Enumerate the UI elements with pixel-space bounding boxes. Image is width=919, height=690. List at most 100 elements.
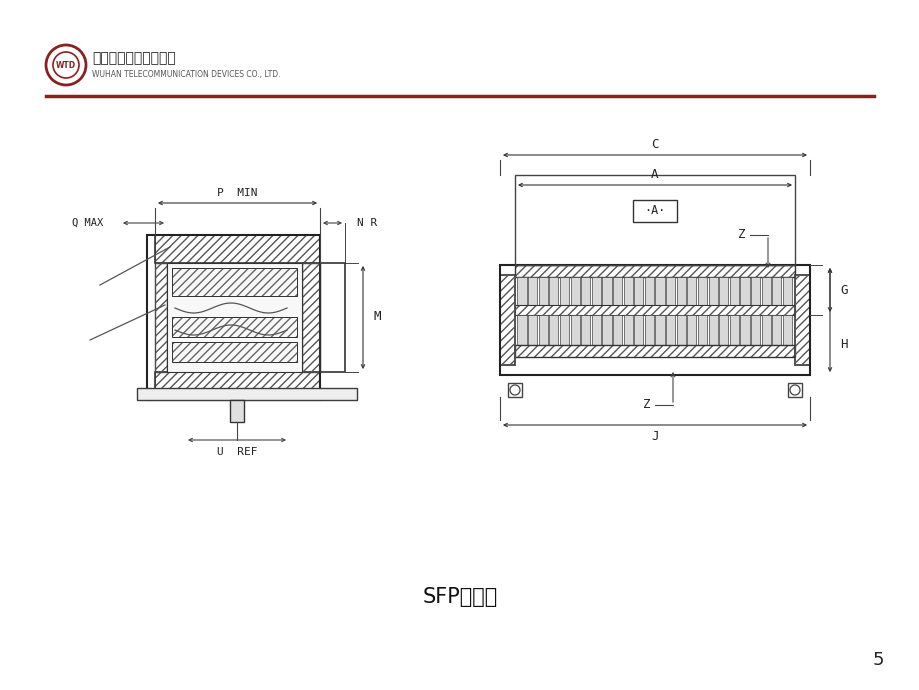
Bar <box>516 315 526 345</box>
Text: Z: Z <box>642 399 650 411</box>
Bar <box>729 315 738 345</box>
Bar <box>771 277 780 305</box>
Bar <box>507 383 521 397</box>
Bar <box>665 277 675 305</box>
Bar <box>794 275 809 365</box>
Bar <box>633 277 642 305</box>
Bar <box>708 315 717 345</box>
Bar <box>137 388 357 400</box>
Bar <box>154 235 320 263</box>
Bar <box>154 263 167 372</box>
Bar <box>612 277 621 305</box>
Bar <box>591 315 600 345</box>
Bar <box>602 277 611 305</box>
Bar <box>154 372 320 400</box>
Bar <box>137 388 357 400</box>
Bar <box>644 315 653 345</box>
Bar <box>612 315 621 345</box>
Bar <box>320 263 345 372</box>
Bar <box>515 265 794 277</box>
Bar <box>172 317 297 337</box>
Bar <box>147 235 320 400</box>
Text: Q MAX: Q MAX <box>72 218 103 228</box>
Text: C: C <box>651 139 658 152</box>
Bar <box>719 315 728 345</box>
Bar <box>623 277 632 305</box>
Text: N R: N R <box>357 218 377 228</box>
Text: A: A <box>651 168 658 181</box>
Bar <box>686 277 696 305</box>
Text: J: J <box>651 431 658 444</box>
Bar <box>515 305 794 315</box>
Bar <box>761 277 770 305</box>
Bar <box>230 400 244 422</box>
Bar <box>633 315 642 345</box>
Bar <box>515 265 794 277</box>
Bar <box>782 315 791 345</box>
Bar <box>499 275 515 365</box>
Bar <box>708 277 717 305</box>
Bar <box>740 315 749 345</box>
Text: Z: Z <box>737 228 745 242</box>
Bar <box>740 277 749 305</box>
Bar <box>154 235 320 263</box>
Bar <box>761 315 770 345</box>
Bar <box>750 277 759 305</box>
Text: ·A·: ·A· <box>643 204 665 217</box>
Text: SFP连接器: SFP连接器 <box>422 587 497 607</box>
Bar <box>644 277 653 305</box>
Bar <box>665 315 675 345</box>
Bar <box>591 277 600 305</box>
Bar <box>549 315 558 345</box>
Bar <box>698 277 707 305</box>
Bar <box>560 277 569 305</box>
Bar <box>154 372 320 400</box>
Bar <box>602 315 611 345</box>
Bar <box>172 342 297 362</box>
Bar <box>516 277 526 305</box>
Bar <box>499 275 515 365</box>
Bar <box>632 200 676 222</box>
Bar <box>154 263 167 372</box>
Bar <box>528 277 537 305</box>
Bar <box>719 277 728 305</box>
Bar <box>539 277 547 305</box>
Bar <box>499 265 809 375</box>
Text: U  REF: U REF <box>217 447 257 457</box>
Bar <box>676 315 685 345</box>
Bar <box>782 277 791 305</box>
Bar <box>560 315 569 345</box>
Text: 武汉电信器件有限公司: 武汉电信器件有限公司 <box>92 51 176 65</box>
Bar <box>539 315 547 345</box>
Bar <box>750 315 759 345</box>
Bar <box>515 305 794 315</box>
Text: P  MIN: P MIN <box>217 188 257 198</box>
Text: H: H <box>839 339 846 351</box>
Text: WUHAN TELECOMMUNICATION DEVICES CO., LTD.: WUHAN TELECOMMUNICATION DEVICES CO., LTD… <box>92 70 280 79</box>
Text: WTD: WTD <box>56 61 76 70</box>
Bar <box>570 277 579 305</box>
Bar <box>794 275 809 365</box>
Bar <box>172 268 297 296</box>
Bar <box>570 315 579 345</box>
Bar <box>676 277 685 305</box>
Bar <box>301 263 320 372</box>
Bar <box>729 277 738 305</box>
Bar <box>172 317 297 337</box>
Bar <box>515 175 794 265</box>
Text: G: G <box>839 284 846 297</box>
Bar <box>172 268 297 296</box>
Bar <box>301 263 320 372</box>
Text: M: M <box>373 310 380 324</box>
Bar <box>515 345 794 357</box>
Bar <box>167 263 301 372</box>
Text: 5: 5 <box>871 651 883 669</box>
Bar <box>654 315 664 345</box>
Bar <box>549 277 558 305</box>
Bar <box>771 315 780 345</box>
Bar <box>172 342 297 362</box>
Bar <box>515 345 794 357</box>
Bar <box>581 277 590 305</box>
Bar <box>788 383 801 397</box>
Bar <box>654 277 664 305</box>
